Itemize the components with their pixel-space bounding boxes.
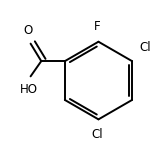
Text: Cl: Cl bbox=[91, 128, 103, 141]
Text: F: F bbox=[94, 20, 100, 33]
Text: O: O bbox=[24, 24, 33, 37]
Text: Cl: Cl bbox=[139, 41, 151, 54]
Text: HO: HO bbox=[20, 83, 38, 96]
